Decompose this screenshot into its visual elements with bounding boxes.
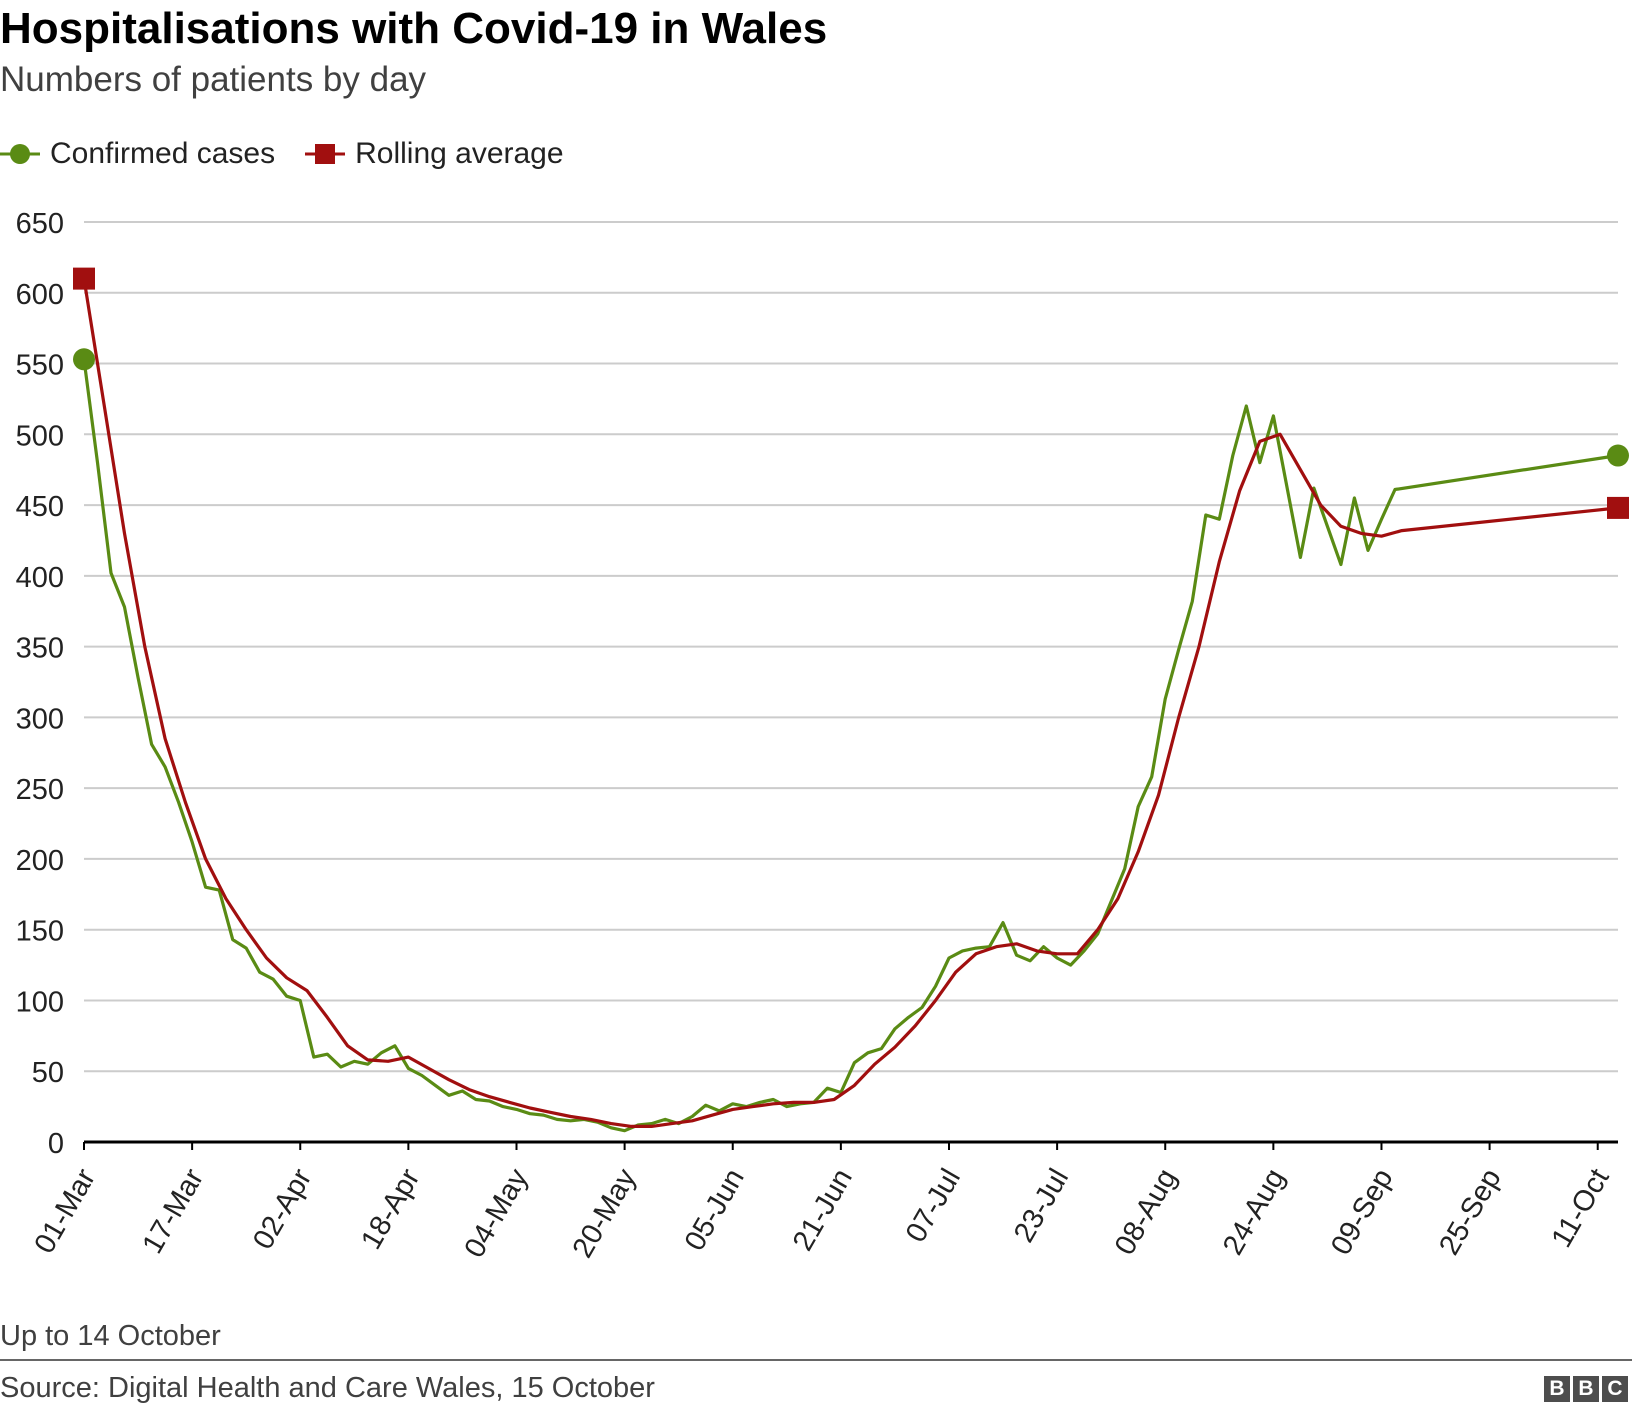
x-tick-label-17-Mar: 17-Mar	[137, 1163, 211, 1259]
series-line-confirmed-cases	[82, 357, 1620, 1133]
legend-label-rolling: Rolling average	[355, 137, 564, 170]
x-tick-label-11-Oct: 11-Oct	[1546, 1164, 1616, 1254]
bbc-logo-letter-1: B	[1544, 1376, 1570, 1402]
y-tick-label-0: 0	[48, 1128, 64, 1160]
legend-item-rolling[interactable]: Rolling average	[305, 137, 564, 171]
y-tick-label-650: 650	[16, 208, 64, 240]
x-tick-label-01-Mar: 01-Mar	[28, 1163, 102, 1259]
marker-confirmed-cases-end	[1607, 444, 1629, 467]
marker-confirmed-cases-start	[73, 348, 95, 371]
footer-divider	[0, 1359, 1632, 1361]
y-tick-label-500: 500	[16, 420, 64, 452]
y-tick-label-50: 50	[32, 1057, 64, 1089]
x-tick-label-05-Jun: 05-Jun	[679, 1164, 751, 1257]
y-tick-label-450: 450	[16, 491, 64, 523]
y-tick-label-550: 550	[16, 350, 64, 382]
chart-title: Hospitalisations with Covid-19 in Wales	[0, 4, 828, 53]
x-tick-label-08-Aug: 08-Aug	[1109, 1164, 1183, 1261]
legend-item-confirmed[interactable]: Confirmed cases	[0, 137, 275, 171]
chart-legend: Confirmed cases Rolling average	[0, 134, 594, 174]
x-tick-label-07-Jul: 07-Jul	[900, 1164, 967, 1248]
bbc-logo-letter-2: B	[1573, 1376, 1599, 1402]
y-tick-label-600: 600	[16, 279, 64, 311]
y-tick-label-400: 400	[16, 562, 64, 594]
bbc-logo-letter-3: C	[1602, 1376, 1628, 1402]
chart-subtitle: Numbers of patients by day	[0, 60, 427, 99]
x-tick-label-18-Apr: 18-Apr	[355, 1163, 426, 1255]
y-tick-label-350: 350	[16, 633, 64, 665]
x-tick-label-04-May: 04-May	[458, 1163, 534, 1263]
marker-rolling-average-end	[1607, 496, 1629, 519]
y-tick-label-300: 300	[16, 703, 64, 735]
x-tick-label-23-Jul: 23-Jul	[1008, 1164, 1075, 1248]
legend-swatch-confirmed	[0, 144, 40, 164]
x-tick-label-02-Apr: 02-Apr	[247, 1163, 318, 1255]
legend-swatch-rolling	[305, 144, 346, 164]
legend-label-confirmed: Confirmed cases	[50, 137, 276, 170]
series-line-rolling-average	[82, 277, 1620, 1129]
bbc-logo: B B C	[1544, 1376, 1628, 1402]
x-tick-label-09-Sep: 09-Sep	[1325, 1164, 1399, 1261]
marker-rolling-average-start	[73, 267, 95, 290]
footnote: Up to 14 October	[0, 1320, 221, 1352]
y-tick-label-150: 150	[16, 916, 64, 948]
x-tick-label-21-Jun: 21-Jun	[787, 1164, 859, 1257]
x-tick-label-20-May: 20-May	[567, 1163, 643, 1263]
y-tick-label-200: 200	[16, 845, 64, 877]
line-chart: 0 50 100 150 200 250 300 350 400 450 500 550 600 650 0…	[16, 208, 1629, 1263]
y-tick-label-100: 100	[16, 986, 64, 1018]
x-tick-label-24-Aug: 24-Aug	[1217, 1164, 1291, 1261]
source-text: Source: Digital Health and Care Wales, 1…	[0, 1372, 655, 1404]
x-tick-label-25-Sep: 25-Sep	[1433, 1164, 1507, 1261]
y-tick-label-250: 250	[16, 774, 64, 806]
